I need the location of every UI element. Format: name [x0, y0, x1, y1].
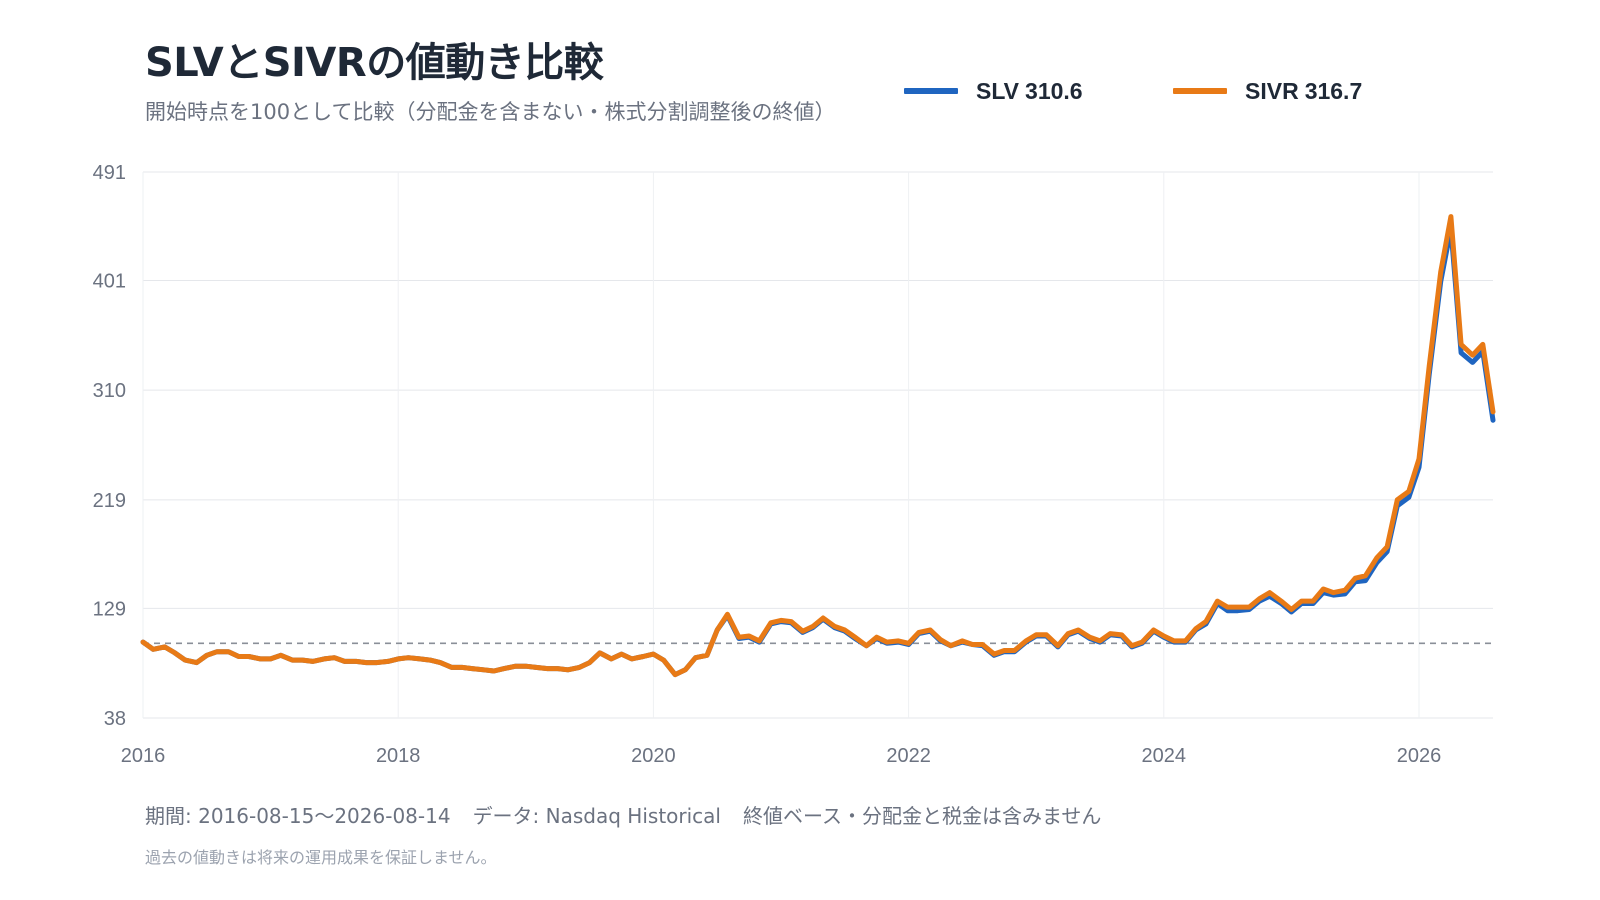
chart-subtitle: 開始時点を100として比較（分配金を含まない・株式分割調整後の終値）	[145, 100, 836, 124]
y-tick-label: 491	[93, 162, 126, 184]
footnote-note: 終値ベース・分配金と税金は含みません	[742, 804, 1102, 828]
x-tick-label: 2026	[1397, 745, 1442, 767]
grid-lines	[142, 171, 1493, 719]
y-tick-label: 219	[93, 490, 126, 512]
x-tick-label: 2018	[376, 745, 421, 767]
y-tick-label: 401	[93, 270, 126, 292]
chart-title: SLVとSIVRの値動き比較	[145, 40, 604, 86]
x-tick-label: 2022	[886, 745, 931, 767]
y-axis: 491 401 310 219 129 38	[93, 162, 126, 730]
x-axis: 2016 2018 2020 2022 2024 2026	[121, 745, 1441, 767]
x-tick-label: 2024	[1142, 745, 1187, 767]
legend-item-slv: SLV 310.6	[904, 74, 1089, 108]
footnote-period: 期間: 2016-08-15〜2026-08-14	[145, 804, 451, 828]
series-line-sivr	[140, 214, 1496, 678]
legend-swatch-slv	[904, 88, 958, 94]
legend-swatch-sivr	[1173, 88, 1227, 94]
x-tick-label: 2016	[121, 745, 166, 767]
legend-label-sivr: SIVR 316.7	[1245, 77, 1363, 104]
series-lines	[140, 214, 1496, 678]
y-tick-label: 38	[104, 708, 126, 730]
footnote-source: データ: Nasdaq Historical	[472, 804, 721, 828]
legend-item-sivr: SIVR 316.7	[1173, 74, 1368, 108]
x-tick-label: 2020	[631, 745, 676, 767]
legend-label-slv: SLV 310.6	[976, 77, 1083, 104]
y-tick-label: 129	[93, 598, 126, 620]
y-tick-label: 310	[93, 380, 126, 402]
disclaimer: 過去の値動きは将来の運用成果を保証しません。	[145, 848, 497, 867]
footnote: 期間: 2016-08-15〜2026-08-14 データ: Nasdaq His…	[145, 800, 1123, 829]
